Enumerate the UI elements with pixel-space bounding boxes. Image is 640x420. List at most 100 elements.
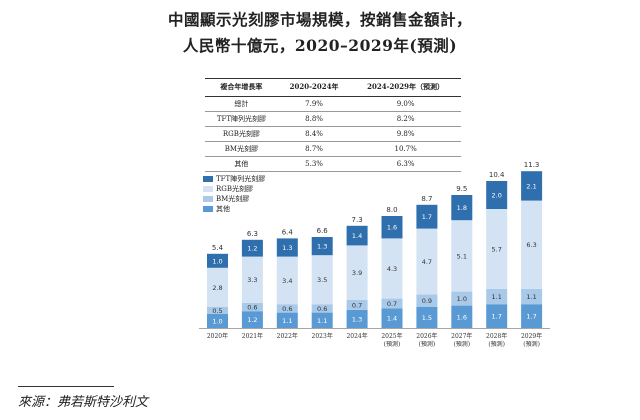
x-tick-sublabel: (預測) [453,340,470,348]
x-tick-label: 2025年 [381,332,402,340]
bar-segment [521,304,543,328]
bar-segment [207,314,228,328]
legend-label: TFT陣列光刻膠 [216,175,266,183]
legend-item: RGB光刻膠 [203,184,265,194]
cagr-row-label: 總計 [205,96,278,112]
cagr-row-label: BM光刻膠 [205,141,278,157]
bar-value-label: 3.4 [282,277,292,285]
cagr-table: 複合年增長率 2020-2024年 2024-2029年（預測） 總計 7.9% 9… [205,78,461,172]
bar-segment [451,195,473,221]
cagr-value-2024-2029: 8.2% [350,111,461,127]
chart-title-line1: 中國顯示光刻膠市場規模，按銷售金額計， [167,10,472,29]
bar-segment [486,209,508,289]
bar-value-label: 2.0 [492,192,502,200]
x-tick-sublabel: (預測) [523,340,540,348]
legend-swatch [203,176,213,182]
bar-total-label: 6.4 [282,228,294,236]
cagr-value-2024-2029: 9.0% [350,96,461,112]
bar-segment [276,312,298,328]
x-tick-label: 2024年 [346,332,367,340]
bar-value-label: 6.3 [526,241,536,249]
bar-total-label: 10.4 [489,171,505,179]
bar-value-label: 1.6 [387,224,397,232]
bar-segment [311,312,333,328]
cagr-value-2024-2029: 6.3% [350,156,461,172]
x-tick-label: 2027年 [451,332,472,340]
bar-value-label: 1.7 [492,313,502,321]
bar-value-label: 5.1 [457,252,467,260]
x-tick-label: 2023年 [312,332,333,340]
x-tick-label: 2028年 [486,332,507,340]
bar-value-label: 4.3 [387,265,397,273]
cagr-header-col2: 2024-2029年（預測） [350,78,461,97]
bar-value-label: 1.3 [352,315,362,323]
cagr-table-body: 總計 7.9% 9.0% TFT陣列光刻膠 8.8% 8.2% RGB光刻膠 8.4% 9.8%… [205,96,461,172]
legend-item: BM光刻膠 [203,194,265,204]
bar-segment [521,288,543,305]
bar-value-label: 1.1 [492,293,502,301]
bar-segment [486,181,508,209]
legend-swatch [203,196,213,202]
x-tick-sublabel: (預測) [419,340,436,348]
legend-label: 其他 [216,205,230,213]
bar-segment [311,255,333,305]
chart-legend: TFT陣列光刻膠 RGB光刻膠 BM光刻膠其他 [203,174,265,214]
bar-segment [311,304,333,313]
bar-segment [311,237,333,256]
cagr-value-2020-2024: 8.4% [277,126,351,142]
bar-segment [521,200,543,289]
bar-value-label: 1.0 [212,257,222,265]
bar-segment [346,245,368,300]
cagr-value-2020-2024: 8.7% [277,141,351,157]
bar-value-label: 3.3 [247,276,257,284]
source-note: 來源：弗若斯特沙利文 [18,395,149,410]
bar-total-label: 8.7 [421,195,432,203]
bar-segment [207,253,228,268]
bar-segment [346,300,368,310]
bar-value-label: 5.7 [492,245,502,253]
cagr-value-2024-2029: 10.7% [350,141,461,157]
legend-label: RGB光刻膠 [216,185,254,193]
bar-total-label: 6.3 [247,230,258,238]
legend-label: BM光刻膠 [216,195,250,203]
cagr-value-2020-2024: 8.8% [277,111,351,127]
cagr-value-2020-2024: 7.9% [277,96,351,112]
cagr-row: TFT陣列光刻膠 8.8% 8.2% [205,111,461,127]
bar-value-label: 1.2 [247,245,257,253]
bar-value-label: 0.6 [247,304,257,312]
bar-segment [276,238,298,257]
bar-segment [207,307,228,314]
bar-value-label: 1.3 [282,244,292,252]
chart-title-line2: 人民幣十億元，2020–2029年(預測) [182,36,458,55]
bar-segment [381,298,403,309]
bar-segment [276,256,298,305]
bar-value-label: 1.1 [317,317,327,325]
bar-segment [416,294,438,307]
bar-value-label: 1.2 [247,316,257,324]
x-tick-label: 2026年 [416,332,437,340]
source-rule [18,386,114,387]
legend-item: 其他 [203,204,265,214]
cagr-row: 其他 5.3% 6.3% [205,156,461,172]
x-tick-label: 2021年 [242,332,263,340]
x-tick-label: 2022年 [277,332,298,340]
bar-segment [381,308,403,328]
bar-total-label: 11.3 [524,161,540,169]
bar-value-label: 1.0 [457,295,467,303]
bar-value-label: 3.5 [317,276,327,284]
bar-value-label: 1.1 [526,293,536,301]
bar-value-label: 0.5 [212,307,222,315]
bar-value-label: 2.1 [526,182,536,190]
bar-value-label: 0.9 [422,297,432,305]
bar-total-label: 8.0 [386,206,397,214]
x-tick-sublabel: (預測) [488,340,505,348]
bar-segment [521,171,543,201]
cagr-row-label: TFT陣列光刻膠 [205,111,278,127]
bar-segment [416,204,438,229]
bar-segment [451,220,473,292]
bar-segment [207,267,228,307]
legend-item: TFT陣列光刻膠 [203,174,265,184]
bar-value-label: 1.3 [317,243,327,251]
cagr-row: 總計 7.9% 9.0% [205,96,461,112]
cagr-header-col1: 2020-2024年 [277,78,351,97]
